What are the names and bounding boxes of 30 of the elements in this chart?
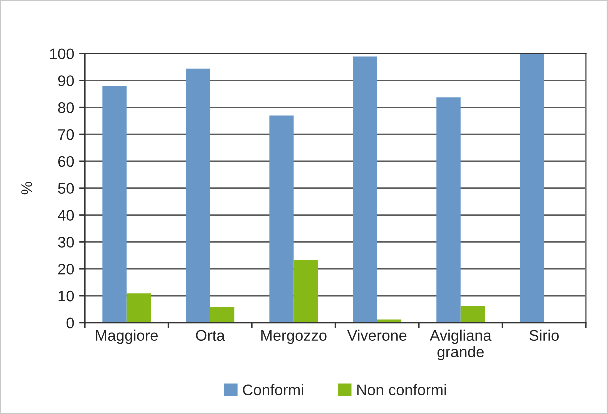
y-tick-label: 30 bbox=[58, 237, 74, 248]
y-tick-label: 40 bbox=[58, 210, 74, 221]
y-axis-title: % bbox=[22, 182, 32, 195]
bar bbox=[294, 260, 318, 323]
x-tick-label: Mergozzo bbox=[262, 330, 327, 344]
bar bbox=[270, 116, 294, 323]
y-tick-label: 100 bbox=[50, 48, 74, 60]
y-tick-label: 50 bbox=[58, 183, 74, 194]
y-tick-label: 10 bbox=[58, 290, 74, 302]
x-tick-label: Viverone bbox=[347, 330, 407, 342]
x-tick-label: Orta bbox=[196, 330, 226, 342]
bar bbox=[102, 86, 127, 323]
bar bbox=[353, 56, 378, 323]
bar bbox=[436, 98, 461, 323]
x-tick-label: Avigliana grande bbox=[430, 330, 492, 361]
y-tick-label: 80 bbox=[58, 102, 74, 114]
bar bbox=[460, 306, 486, 323]
bar bbox=[520, 54, 544, 323]
y-tick-label: 0 bbox=[66, 318, 74, 329]
bar bbox=[126, 294, 152, 323]
bar bbox=[186, 68, 210, 323]
legend-label: Non conformi bbox=[358, 384, 446, 396]
y-tick-label: 60 bbox=[58, 156, 74, 168]
y-tick-label: 20 bbox=[58, 264, 74, 275]
x-tick-label: Maggiore bbox=[96, 330, 158, 344]
y-tick-label: 70 bbox=[58, 129, 74, 140]
bar bbox=[210, 307, 235, 323]
legend-label: Conformi bbox=[243, 384, 304, 396]
y-tick-label: 90 bbox=[58, 76, 74, 86]
x-tick-label: Sirio bbox=[530, 330, 560, 342]
